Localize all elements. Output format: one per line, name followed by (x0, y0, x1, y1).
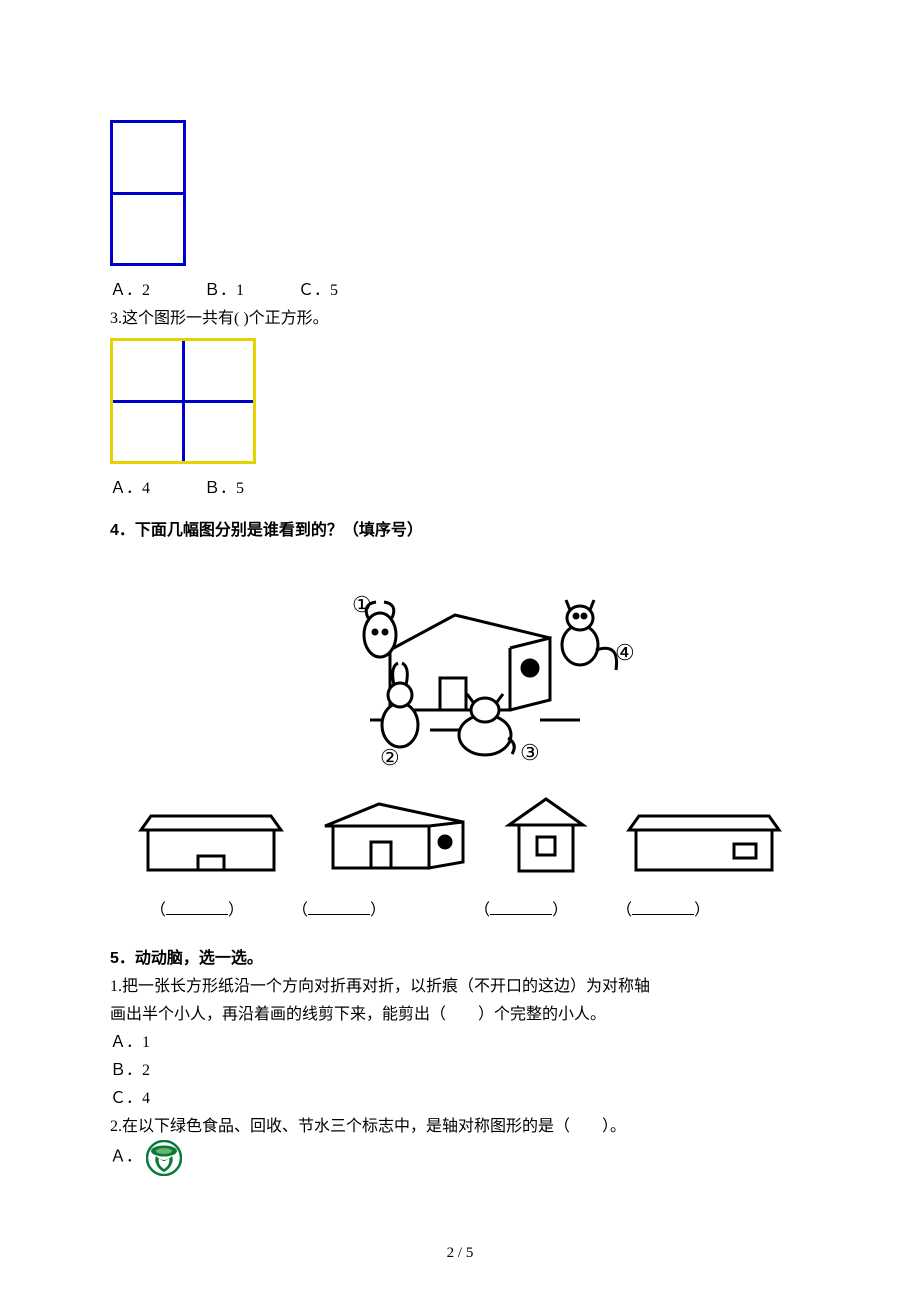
house-option-3 (501, 793, 591, 878)
svg-text:②: ② (380, 745, 400, 770)
blank-4[interactable]: （） (616, 896, 710, 920)
q2-option-c: Ｃ．5 (298, 282, 338, 299)
q5-title: 5．动动脑，选一选。 (110, 944, 810, 968)
q4-scene-illustration: ① ② ③ (110, 560, 810, 775)
green-food-logo-icon (146, 1140, 182, 1176)
q5-1-stem-l1: 1.把一张长方形纸沿一个方向对折再对折，以折痕（不开口的这边）为对称轴 (110, 972, 810, 996)
q5-1-option-c: Ｃ．4 (110, 1084, 810, 1108)
svg-text:①: ① (352, 592, 372, 617)
q3-option-b: Ｂ．5 (204, 480, 244, 497)
page-footer: 2 / 5 (0, 1245, 920, 1262)
blank-1[interactable]: （） (150, 896, 244, 920)
q3-options: Ａ．4 Ｂ．5 (110, 474, 810, 498)
q5-2-stem: 2.在以下绿色食品、回收、节水三个标志中，是轴对称图形的是（ ）。 (110, 1112, 810, 1136)
q3-stem: 3.这个图形一共有( )个正方形。 (110, 304, 810, 328)
q4-house-options (110, 793, 810, 878)
q5-2-option-a: Ａ． (110, 1140, 810, 1176)
page: Ａ．2 Ｂ．1 Ｃ．5 3.这个图形一共有( )个正方形。 Ａ．4 Ｂ．5 4．… (0, 0, 920, 1302)
house-option-2 (319, 798, 469, 878)
blank-3[interactable]: （） (474, 896, 568, 920)
house-option-4 (624, 808, 784, 878)
svg-text:④: ④ (615, 640, 635, 665)
q5-1-stem-l2: 画出半个小人，再沿着画的线剪下来，能剪出（ ）个完整的小人。 (110, 1000, 810, 1024)
blank-2[interactable]: （） (292, 896, 386, 920)
q2-option-a: Ａ．2 (110, 282, 150, 299)
q3-option-a: Ａ．4 (110, 480, 150, 497)
q5-2-a-prefix: Ａ． (110, 1149, 142, 1166)
q2-options: Ａ．2 Ｂ．1 Ｃ．5 (110, 276, 810, 300)
house-option-1 (136, 808, 286, 878)
q4-title: 4．下面几幅图分别是谁看到的？（填序号） (110, 516, 810, 540)
q5-1-option-a: Ａ．1 (110, 1028, 810, 1052)
q4-answer-blanks: （） （） （） （） (150, 896, 810, 920)
figure-q2-stacked-squares (110, 120, 810, 266)
svg-text:③: ③ (520, 740, 540, 765)
q2-option-b: Ｂ．1 (204, 282, 244, 299)
q5-1-option-b: Ｂ．2 (110, 1056, 810, 1080)
figure-q3-2x2-square (110, 338, 810, 464)
